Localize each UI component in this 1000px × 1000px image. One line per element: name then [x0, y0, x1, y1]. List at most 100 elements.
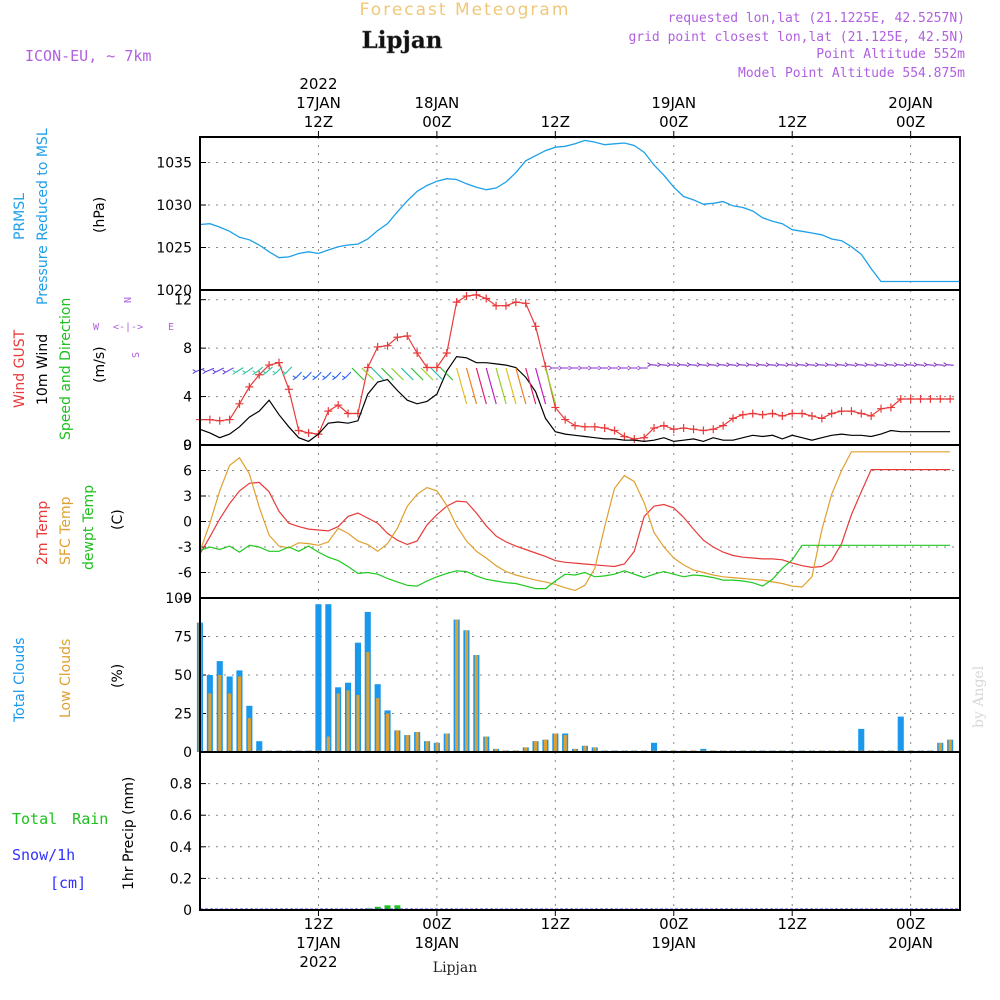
- wind-arrow: [400, 367, 414, 381]
- panel-pressure: 1020 1025 1030 1035: [156, 137, 960, 299]
- wind-arrow: [808, 364, 816, 366]
- wind-arrow: [699, 364, 707, 366]
- snow-legend: Snow/1h: [12, 846, 75, 864]
- low-cloud-bar: [425, 741, 429, 752]
- gust-marker: [225, 415, 234, 424]
- low-cloud-bar: [336, 693, 340, 752]
- temperature-ytick-label: 6: [183, 464, 192, 480]
- wind-arrow: [351, 367, 365, 381]
- gust-marker: [423, 363, 432, 372]
- top-time-label: 00Z: [896, 113, 925, 131]
- wind-arrow-head: [933, 362, 938, 368]
- wind-arrow-head: [696, 362, 701, 368]
- gust-marker: [561, 415, 570, 424]
- wind-arrow-head: [913, 362, 918, 368]
- wind-arrow-head: [332, 375, 336, 381]
- wind-ytick-label: 12: [174, 293, 192, 309]
- wind-arrow: [265, 366, 273, 374]
- wind-arrow: [670, 364, 678, 366]
- wind-arrow-head: [903, 362, 908, 368]
- wind-arrow: [680, 364, 688, 366]
- gust-marker: [363, 363, 372, 372]
- snow-unit-legend: [cm]: [50, 874, 86, 892]
- dewpt-label: dewpt Temp: [81, 485, 97, 570]
- wind-arrow-head: [864, 362, 868, 368]
- wind-arrow-head: [292, 375, 297, 381]
- cloud-labels: Total Clouds Low Clouds (%): [12, 638, 126, 723]
- gust-marker: [807, 411, 816, 420]
- wind-arrow-head: [676, 362, 681, 368]
- gust-marker: [620, 432, 629, 441]
- gust-marker: [284, 385, 293, 394]
- wind-arrow: [420, 367, 434, 381]
- temperature-ytick-label: -6: [178, 566, 192, 582]
- wind-arrow: [828, 364, 836, 366]
- gust-marker: [521, 299, 530, 308]
- low-cloud-bar: [435, 742, 439, 752]
- wind-arrow-head: [578, 365, 582, 371]
- gust-marker: [413, 348, 422, 357]
- gust-marker: [205, 415, 214, 424]
- top-time-label: 2022: [299, 75, 337, 93]
- cloud-unit: (%): [110, 664, 126, 688]
- direction-label: Speed and Direction: [58, 298, 74, 440]
- precip-ytick-label: 0.4: [170, 840, 192, 856]
- bottom-time-label: 20JAN: [888, 934, 933, 952]
- low-cloud-bar: [238, 676, 242, 752]
- gust-marker: [946, 394, 955, 403]
- temperature-ytick-label: 9: [183, 438, 192, 454]
- total-cloud-bar: [858, 728, 865, 752]
- rain-bar: [384, 905, 391, 910]
- gust-marker: [709, 425, 718, 434]
- low-cloud-bar: [563, 735, 567, 752]
- gust-marker: [798, 409, 807, 418]
- precip-ylabel: 1hr Precip (mm): [121, 777, 137, 890]
- gust-marker: [699, 426, 708, 435]
- footer-location: Lipjan: [433, 960, 477, 976]
- wind-arrow-head: [874, 362, 878, 368]
- gust-marker: [255, 370, 264, 379]
- gust-marker: [235, 399, 244, 408]
- low-cloud-bar: [484, 736, 488, 752]
- temp-labels: 2m Temp SFC Temp dewpt Temp (C): [35, 485, 126, 570]
- wind-arrow: [544, 367, 557, 405]
- wind-arrow: [936, 364, 944, 366]
- model-label: ICON-EU, ~ 7km: [25, 47, 151, 65]
- gust-marker: [580, 422, 589, 431]
- total-cloud-bar: [897, 716, 904, 752]
- wind-arrow: [946, 364, 954, 366]
- wind-arrow-head: [262, 370, 266, 376]
- wind-arrow: [739, 364, 747, 366]
- gust-marker: [432, 363, 441, 372]
- gust-marker: [472, 290, 481, 299]
- gust-marker: [610, 426, 619, 435]
- low-cloud-bar: [948, 739, 952, 752]
- low-cloud-bar: [218, 675, 222, 752]
- wind-arrow-head: [548, 365, 553, 371]
- wind-arrow: [475, 367, 487, 405]
- gust-marker: [936, 394, 945, 403]
- wind-arrow: [305, 371, 312, 379]
- wind-arrow: [505, 367, 517, 405]
- wind-arrow-head: [597, 365, 602, 371]
- panel-precip: 0 0.2 0.4 0.6 0.8: [170, 752, 960, 919]
- wind-arrow: [847, 364, 855, 366]
- wind-arrow: [689, 364, 698, 366]
- wind-arrow-head: [212, 369, 216, 375]
- credit-watermark: by Angel: [971, 665, 987, 728]
- bottom-time-label: 12Z: [541, 915, 570, 933]
- wind-arrow: [759, 364, 767, 366]
- low-cloud-bar: [445, 733, 449, 752]
- wind-arrow: [440, 367, 454, 381]
- top-time-label: 20JAN: [888, 94, 933, 112]
- bottom-time-label: 17JAN: [296, 934, 341, 952]
- wind-unit: (m/s): [92, 346, 108, 383]
- wind-arrow-head: [657, 362, 661, 368]
- wind-arrow: [390, 367, 404, 381]
- gust-marker: [501, 301, 510, 310]
- total-cloud-bar: [256, 741, 263, 752]
- wind-arrow-head: [765, 362, 770, 368]
